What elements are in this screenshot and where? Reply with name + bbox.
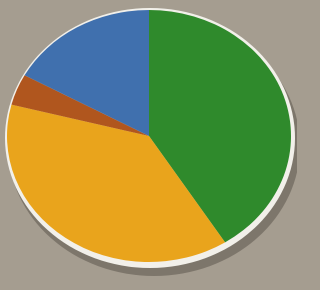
chart xyxy=(0,0,297,290)
page: (() => { const data = JSON.parse(documen… xyxy=(0,0,297,290)
pie xyxy=(7,10,291,262)
